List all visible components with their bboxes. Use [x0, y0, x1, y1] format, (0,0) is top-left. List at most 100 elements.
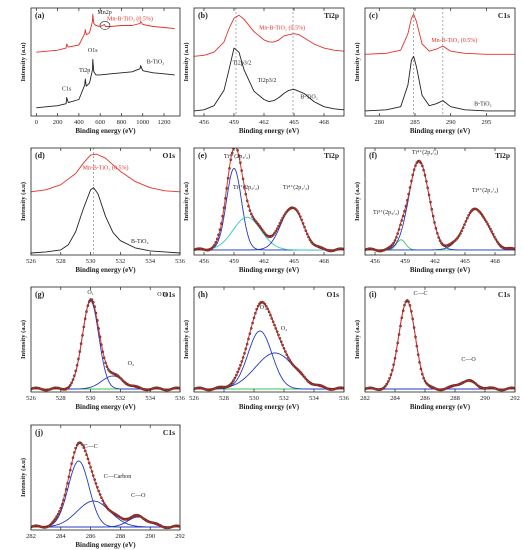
data-point-g-53	[101, 350, 105, 354]
x-tick-label-a-800: 800	[117, 119, 127, 126]
data-point-f-85	[479, 212, 483, 215]
corner-label-h: O1s	[326, 290, 339, 299]
data-point-i-41	[419, 367, 423, 371]
x-tick-label-i-282: 282	[360, 395, 370, 402]
data-point-e-83	[305, 232, 309, 236]
fit-envelope-e	[194, 148, 344, 251]
data-point-f-31	[405, 199, 409, 202]
annotation-f-1: Ti³⁺(2p₃/₂)	[373, 209, 399, 216]
data-point-j-50	[97, 489, 100, 493]
data-point-h-68	[285, 353, 289, 357]
data-point-i-32	[407, 300, 410, 304]
data-point-e-62	[277, 224, 280, 228]
data-point-i-22	[393, 356, 397, 360]
data-point-f-34	[410, 179, 413, 183]
data-point-g-52	[100, 343, 103, 347]
panel-g: 526 528 530 532 534 536 Binding energy (eV) Int…	[20, 286, 186, 411]
data-point-i-35	[411, 317, 415, 321]
plot-frame-f	[364, 147, 516, 256]
data-point-f-90	[486, 222, 490, 226]
data-point-h-37	[243, 351, 246, 355]
data-point-e-16	[214, 241, 218, 244]
data-point-e-47	[256, 222, 260, 226]
data-point-f-51	[433, 221, 436, 224]
data-point-e-59	[273, 232, 276, 235]
fit-peak-i-0	[365, 300, 515, 390]
data-point-j-42	[86, 457, 90, 461]
data-point-h-29	[232, 379, 235, 382]
annotation-i-0: C—C	[413, 291, 427, 297]
data-point-g-34	[75, 363, 79, 367]
data-point-h-46	[255, 307, 259, 311]
data-point-h-56	[269, 313, 272, 317]
data-point-h-41	[248, 332, 252, 336]
x-tick-label-d-536: 536	[175, 258, 186, 265]
annotation-g-1: O1s	[157, 292, 167, 298]
x-tick-label-e-465: 465	[289, 258, 299, 265]
data-point-f-54	[437, 236, 440, 239]
data-point-j-17	[52, 519, 56, 522]
data-point-h-71	[289, 360, 293, 364]
annotation-e-1: Ti³⁺(2p₃/₂)	[233, 184, 259, 191]
series-line-d-0	[31, 153, 180, 193]
data-point-f-68	[456, 236, 460, 240]
panel-tag-g: (g)	[35, 290, 45, 299]
data-point-f-44	[423, 174, 427, 177]
panel-tag-j: (j)	[35, 428, 43, 437]
data-point-e-32	[236, 149, 239, 152]
data-point-j-34	[75, 443, 79, 447]
data-point-e-58	[271, 233, 275, 237]
x-tick-label-h-536: 536	[339, 395, 350, 402]
plot-area-h	[194, 300, 344, 392]
plot-area-a	[36, 13, 175, 109]
x-tick-label-g-528: 528	[56, 395, 66, 402]
x-tick-label-e-456: 456	[199, 258, 210, 265]
data-point-h-45	[254, 311, 257, 315]
x-axis-label-f: Binding energy (eV)	[410, 266, 471, 274]
data-point-f-72	[461, 226, 465, 230]
x-tick-label-b-462: 462	[259, 119, 269, 126]
corner-label-d: O1s	[162, 151, 175, 160]
x-tick-label-g-536: 536	[175, 395, 186, 402]
data-point-h-30	[233, 376, 237, 380]
x-tick-label-j-286: 286	[86, 533, 97, 540]
x-tick-label-b-468: 468	[319, 119, 329, 126]
data-point-f-33	[408, 186, 412, 189]
data-point-e-81	[303, 225, 306, 229]
data-point-e-33	[237, 154, 241, 158]
data-point-j-22	[59, 506, 63, 510]
x-axis-label-e: Binding energy (eV)	[239, 266, 300, 274]
panel-tag-f: (f)	[369, 151, 377, 160]
annotation-a-0: Mn2p	[97, 10, 111, 16]
data-point-j-39	[82, 446, 86, 450]
data-point-j-47	[93, 478, 96, 481]
data-point-j-28	[67, 475, 71, 479]
x-tick-label-d-530: 530	[86, 258, 96, 265]
panel-tag-a: (a)	[35, 11, 45, 20]
x-tick-label-d-526: 526	[26, 258, 37, 265]
data-point-h-38	[244, 347, 248, 351]
data-point-e-30	[234, 145, 236, 147]
data-point-e-22	[222, 206, 226, 210]
data-point-g-29	[69, 383, 72, 387]
panel-c: 280 285 290 295 Binding energy (eV) Intensity…	[354, 7, 516, 135]
data-point-g-32	[73, 374, 76, 378]
data-point-f-55	[438, 239, 442, 243]
data-point-j-48	[94, 482, 98, 485]
x-tick-label-h-534: 534	[309, 395, 320, 402]
data-point-h-66	[282, 347, 286, 350]
x-axis-label-h: Binding energy (eV)	[239, 403, 300, 411]
x-tick-label-g-530: 530	[86, 395, 96, 402]
data-point-j-51	[98, 493, 102, 496]
panel-f: 456 459 462 465 468 Binding energy (eV) Intens…	[354, 147, 516, 274]
data-point-i-38	[415, 344, 419, 348]
data-point-f-26	[399, 223, 402, 227]
annotation-d-0: Mn-B-TiO₂ (0.5%)	[83, 164, 129, 171]
data-point-j-37	[79, 441, 83, 445]
x-tick-label-b-459: 459	[229, 119, 239, 126]
data-point-j-24	[62, 498, 65, 502]
annotation-b-0: Mn-B-TiO₂ (0.5%)	[259, 25, 305, 32]
data-point-f-92	[489, 227, 492, 231]
data-point-h-28	[230, 381, 234, 384]
data-point-f-91	[487, 225, 491, 228]
